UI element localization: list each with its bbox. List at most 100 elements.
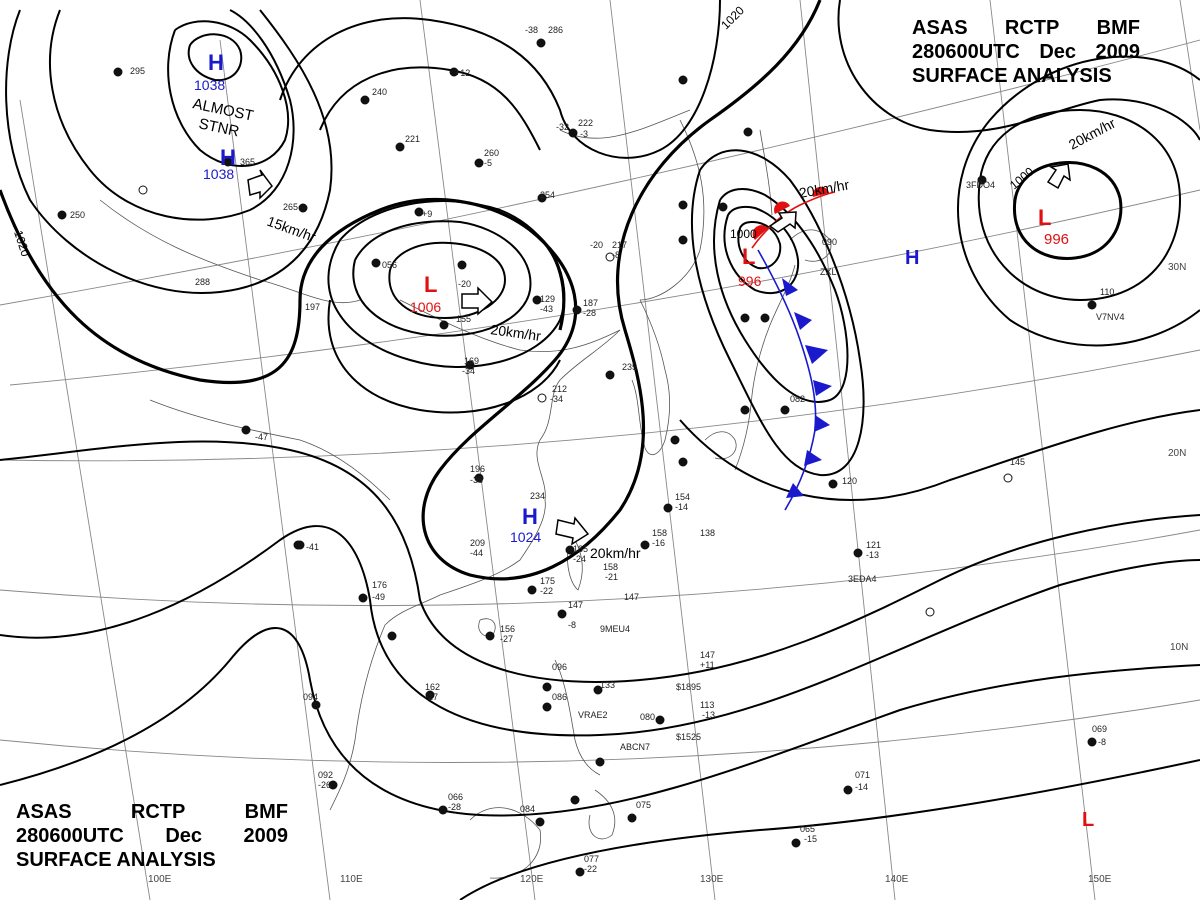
station-names: 9MEU4 3EDA4 V7NV4 3FDO4 VRAE2 ABCN7 ZXL … (578, 180, 1125, 752)
lat-label-10n: 10N (1170, 642, 1188, 653)
motion-arrow-japan-low (768, 211, 797, 233)
station-circle (605, 252, 615, 262)
title-month: Dec (165, 825, 203, 847)
station-value: 254 (540, 190, 555, 200)
station-value: 155 (456, 314, 471, 324)
station-circle (241, 425, 251, 435)
station-circle (113, 67, 123, 77)
station-circle (791, 838, 801, 848)
isobar-central-1 (679, 409, 1200, 501)
station-circle (425, 690, 435, 700)
station-dots (57, 38, 1097, 877)
station-circle (663, 503, 673, 513)
isobar-1020-north (279, 0, 721, 159)
station-value: 234 (530, 491, 545, 501)
station-name-3fdo4: 3FDO4 (966, 180, 995, 190)
cold-front-barb-4 (813, 380, 832, 396)
station-circle (485, 631, 495, 641)
station-value: 187 (583, 298, 598, 308)
title-row-2: 280600UTC Dec 2009 (16, 824, 288, 848)
title-block-top: ASAS RCTP BMF 280600UTC Dec 2009 SURFACE… (912, 16, 1140, 88)
fronts (751, 186, 836, 511)
station-circle (570, 795, 580, 805)
isobar-central-2 (0, 440, 1200, 683)
station-value: 147 (700, 650, 715, 660)
station-circle (414, 207, 424, 217)
lat-label-30n: 30N (1168, 262, 1186, 273)
motion-arrow-north-china-low (461, 286, 494, 316)
station-value: 145 (1010, 457, 1025, 467)
station-value: -3 (580, 129, 588, 139)
isobar-japan-low-outer (690, 149, 865, 477)
station-circle (360, 95, 370, 105)
station-value: -22 (584, 864, 597, 874)
isobar-nw-outer (5, 9, 333, 294)
station-circle (1087, 737, 1097, 747)
korea-peninsula (631, 299, 670, 456)
parallel-20n (0, 349, 1200, 462)
station-value: 185 (573, 544, 588, 554)
meridian-120e (419, 0, 536, 900)
title-row-3: SURFACE ANALYSIS (16, 848, 288, 872)
station-value: 175 (540, 576, 555, 586)
station-circle (925, 607, 935, 617)
station-value: -34 (550, 394, 563, 404)
title-product: ASAS (912, 17, 968, 39)
station-value: 065 (800, 824, 815, 834)
station-value: -28 (583, 308, 596, 318)
station-value: -13 (866, 550, 879, 560)
station-value: -20 (458, 279, 471, 289)
station-circle (474, 158, 484, 168)
station-value: 197 (305, 302, 320, 312)
motion-arrows (247, 163, 1071, 546)
station-value: 221 (405, 134, 420, 144)
station-circle (843, 785, 853, 795)
lat-label-20n: 20N (1168, 448, 1186, 459)
station-circle (593, 685, 603, 695)
station-value: 138 (700, 528, 715, 538)
station-value: 120 (842, 476, 857, 486)
inland-border-3 (149, 399, 391, 501)
low-letter: L (424, 272, 437, 297)
station-circle (853, 548, 863, 558)
motion-arrow-mongolia (247, 169, 273, 200)
station-circle (438, 805, 448, 815)
low-pressure-value: 1006 (410, 299, 441, 315)
station-name-9meu4: 9MEU4 (600, 624, 630, 634)
parallel-30n (9, 189, 1200, 386)
station-circle (760, 313, 770, 323)
cold-front-barb-6 (804, 450, 822, 466)
station-value: 147 (568, 600, 583, 610)
lon-label-130e: 130E (700, 874, 724, 885)
sakhalin (759, 129, 773, 216)
high-letter: H (220, 145, 236, 170)
station-name-3eda4: 3EDA4 (848, 574, 877, 584)
title-row-2: 280600UTC Dec 2009 (912, 40, 1140, 64)
station-value: 169 (464, 356, 479, 366)
station-circle (780, 405, 790, 415)
title-year: 2009 (1095, 41, 1140, 63)
station-value: +9 (422, 209, 432, 219)
station-value: -27 (425, 692, 438, 702)
isobar-nw-mid (49, 9, 295, 221)
station-circle (542, 702, 552, 712)
station-value: 069 (1092, 724, 1107, 734)
station-circle (640, 540, 650, 550)
station-value: 209 (470, 538, 485, 548)
philippines-south (588, 789, 616, 840)
high-letter: H (208, 50, 224, 75)
station-circle (395, 142, 405, 152)
isobar-north-2 (319, 66, 541, 151)
station-value: -8 (612, 250, 620, 260)
station-circle (678, 75, 688, 85)
station-circle (536, 38, 546, 48)
station-value: -14 (855, 782, 868, 792)
isobar-low-nc-inner (388, 241, 507, 320)
isobar-1000-pacific (1012, 160, 1123, 260)
station-circle (527, 585, 537, 595)
station-value: -20 (590, 240, 603, 250)
isobar-south-1 (0, 525, 1200, 737)
meridian-160e (1179, 0, 1200, 131)
lon-label-100e: 100E (148, 874, 172, 885)
station-name-vrae2: VRAE2 (578, 710, 608, 720)
